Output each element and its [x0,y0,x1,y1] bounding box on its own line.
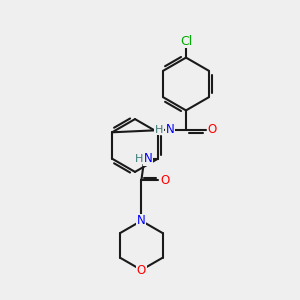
Text: N: N [144,152,152,165]
Text: N: N [165,123,174,136]
Text: H: H [155,125,163,135]
Text: O: O [208,123,217,136]
Text: N: N [137,214,146,227]
Text: N: N [137,214,146,227]
Text: O: O [137,263,146,277]
Text: H: H [135,154,143,164]
Text: Cl: Cl [180,34,192,48]
Text: O: O [161,174,170,187]
